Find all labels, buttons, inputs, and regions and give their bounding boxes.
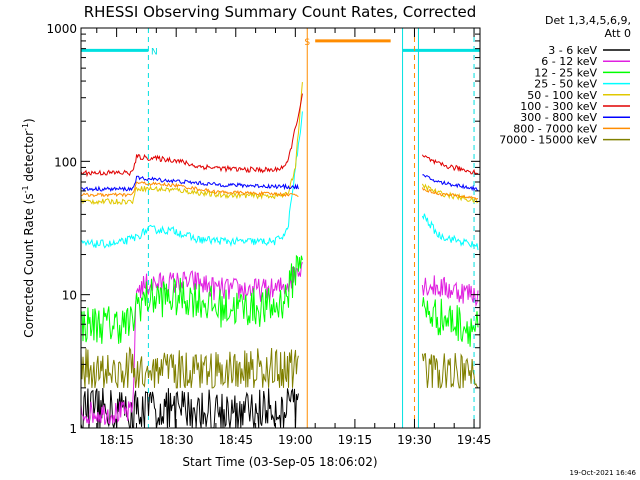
series-line-0 <box>80 387 299 429</box>
legend-label-2: 12 - 25 keV <box>534 66 597 79</box>
series-line-6 <box>422 174 479 192</box>
legend-header-line1: Det 1,3,4,5,6,9, <box>545 14 631 27</box>
x-tick-label-4: 19:15 <box>338 433 373 447</box>
legend-label-8: 7000 - 15000 keV <box>499 134 597 147</box>
series-line-5 <box>80 93 303 178</box>
y-axis-label-sup1: -1 <box>21 185 30 193</box>
x-axis-label: Start Time (03-Sep-05 18:06:02) <box>182 455 377 469</box>
plot-frame <box>80 27 481 429</box>
legend-label-1: 6 - 12 keV <box>541 55 597 68</box>
y-tick-label-1: 10 <box>62 289 77 303</box>
y-axis-label-sup2: -1 <box>21 123 30 131</box>
x-tick-label-1: 18:30 <box>159 433 194 447</box>
chart-title: RHESSI Observing Summary Count Rates, Co… <box>84 3 477 21</box>
y-axis-label-main: Corrected Count Rate (s <box>22 193 36 337</box>
timestamp: 19-Oct-2021 16:46 <box>570 469 637 477</box>
legend-label-6: 300 - 800 keV <box>520 111 597 124</box>
series-line-2 <box>421 297 479 347</box>
x-tick-label-3: 19:00 <box>278 433 313 447</box>
legend-label-4: 50 - 100 keV <box>527 89 597 102</box>
series-line-8 <box>80 346 299 389</box>
series-line-3 <box>421 213 479 251</box>
y-tick-label-2: 100 <box>54 155 77 169</box>
y-axis: 1 10 100 1000 <box>46 22 480 436</box>
y-tick-label-0: 1 <box>69 422 77 436</box>
plot-area: NS <box>80 27 481 429</box>
series-line-5 <box>421 154 479 176</box>
series-line-1 <box>80 261 303 425</box>
series-line-7 <box>421 187 479 201</box>
legend-label-0: 3 - 6 keV <box>548 44 597 57</box>
legend-header-line2: Att 0 <box>605 27 631 40</box>
series-line-4 <box>80 82 303 206</box>
y-axis-label-end: ) <box>22 118 36 123</box>
legend-label-3: 25 - 50 keV <box>534 78 597 91</box>
y-tick-label-3: 1000 <box>46 22 77 36</box>
series-line-3 <box>81 111 303 249</box>
x-axis: 18:15 18:30 18:45 19:00 19:15 19:30 19:45 <box>96 28 492 447</box>
legend-label-7: 800 - 7000 keV <box>513 122 597 135</box>
flag-label-0: N <box>151 47 158 57</box>
x-tick-label-0: 18:15 <box>99 433 134 447</box>
y-axis-label-mid: detector <box>22 131 36 186</box>
series-line-2 <box>80 254 303 344</box>
x-tick-label-6: 19:45 <box>457 433 492 447</box>
series-line-1 <box>421 275 479 308</box>
x-tick-label-2: 18:45 <box>218 433 253 447</box>
series-line-7 <box>80 181 299 198</box>
legend-label-5: 100 - 300 keV <box>520 100 597 113</box>
series-line-6 <box>80 175 299 192</box>
series-line-8 <box>421 352 479 390</box>
x-tick-label-5: 19:30 <box>397 433 432 447</box>
y-axis-label: Corrected Count Rate (s-1 detector-1) <box>21 118 36 337</box>
series-line-4 <box>421 183 479 204</box>
